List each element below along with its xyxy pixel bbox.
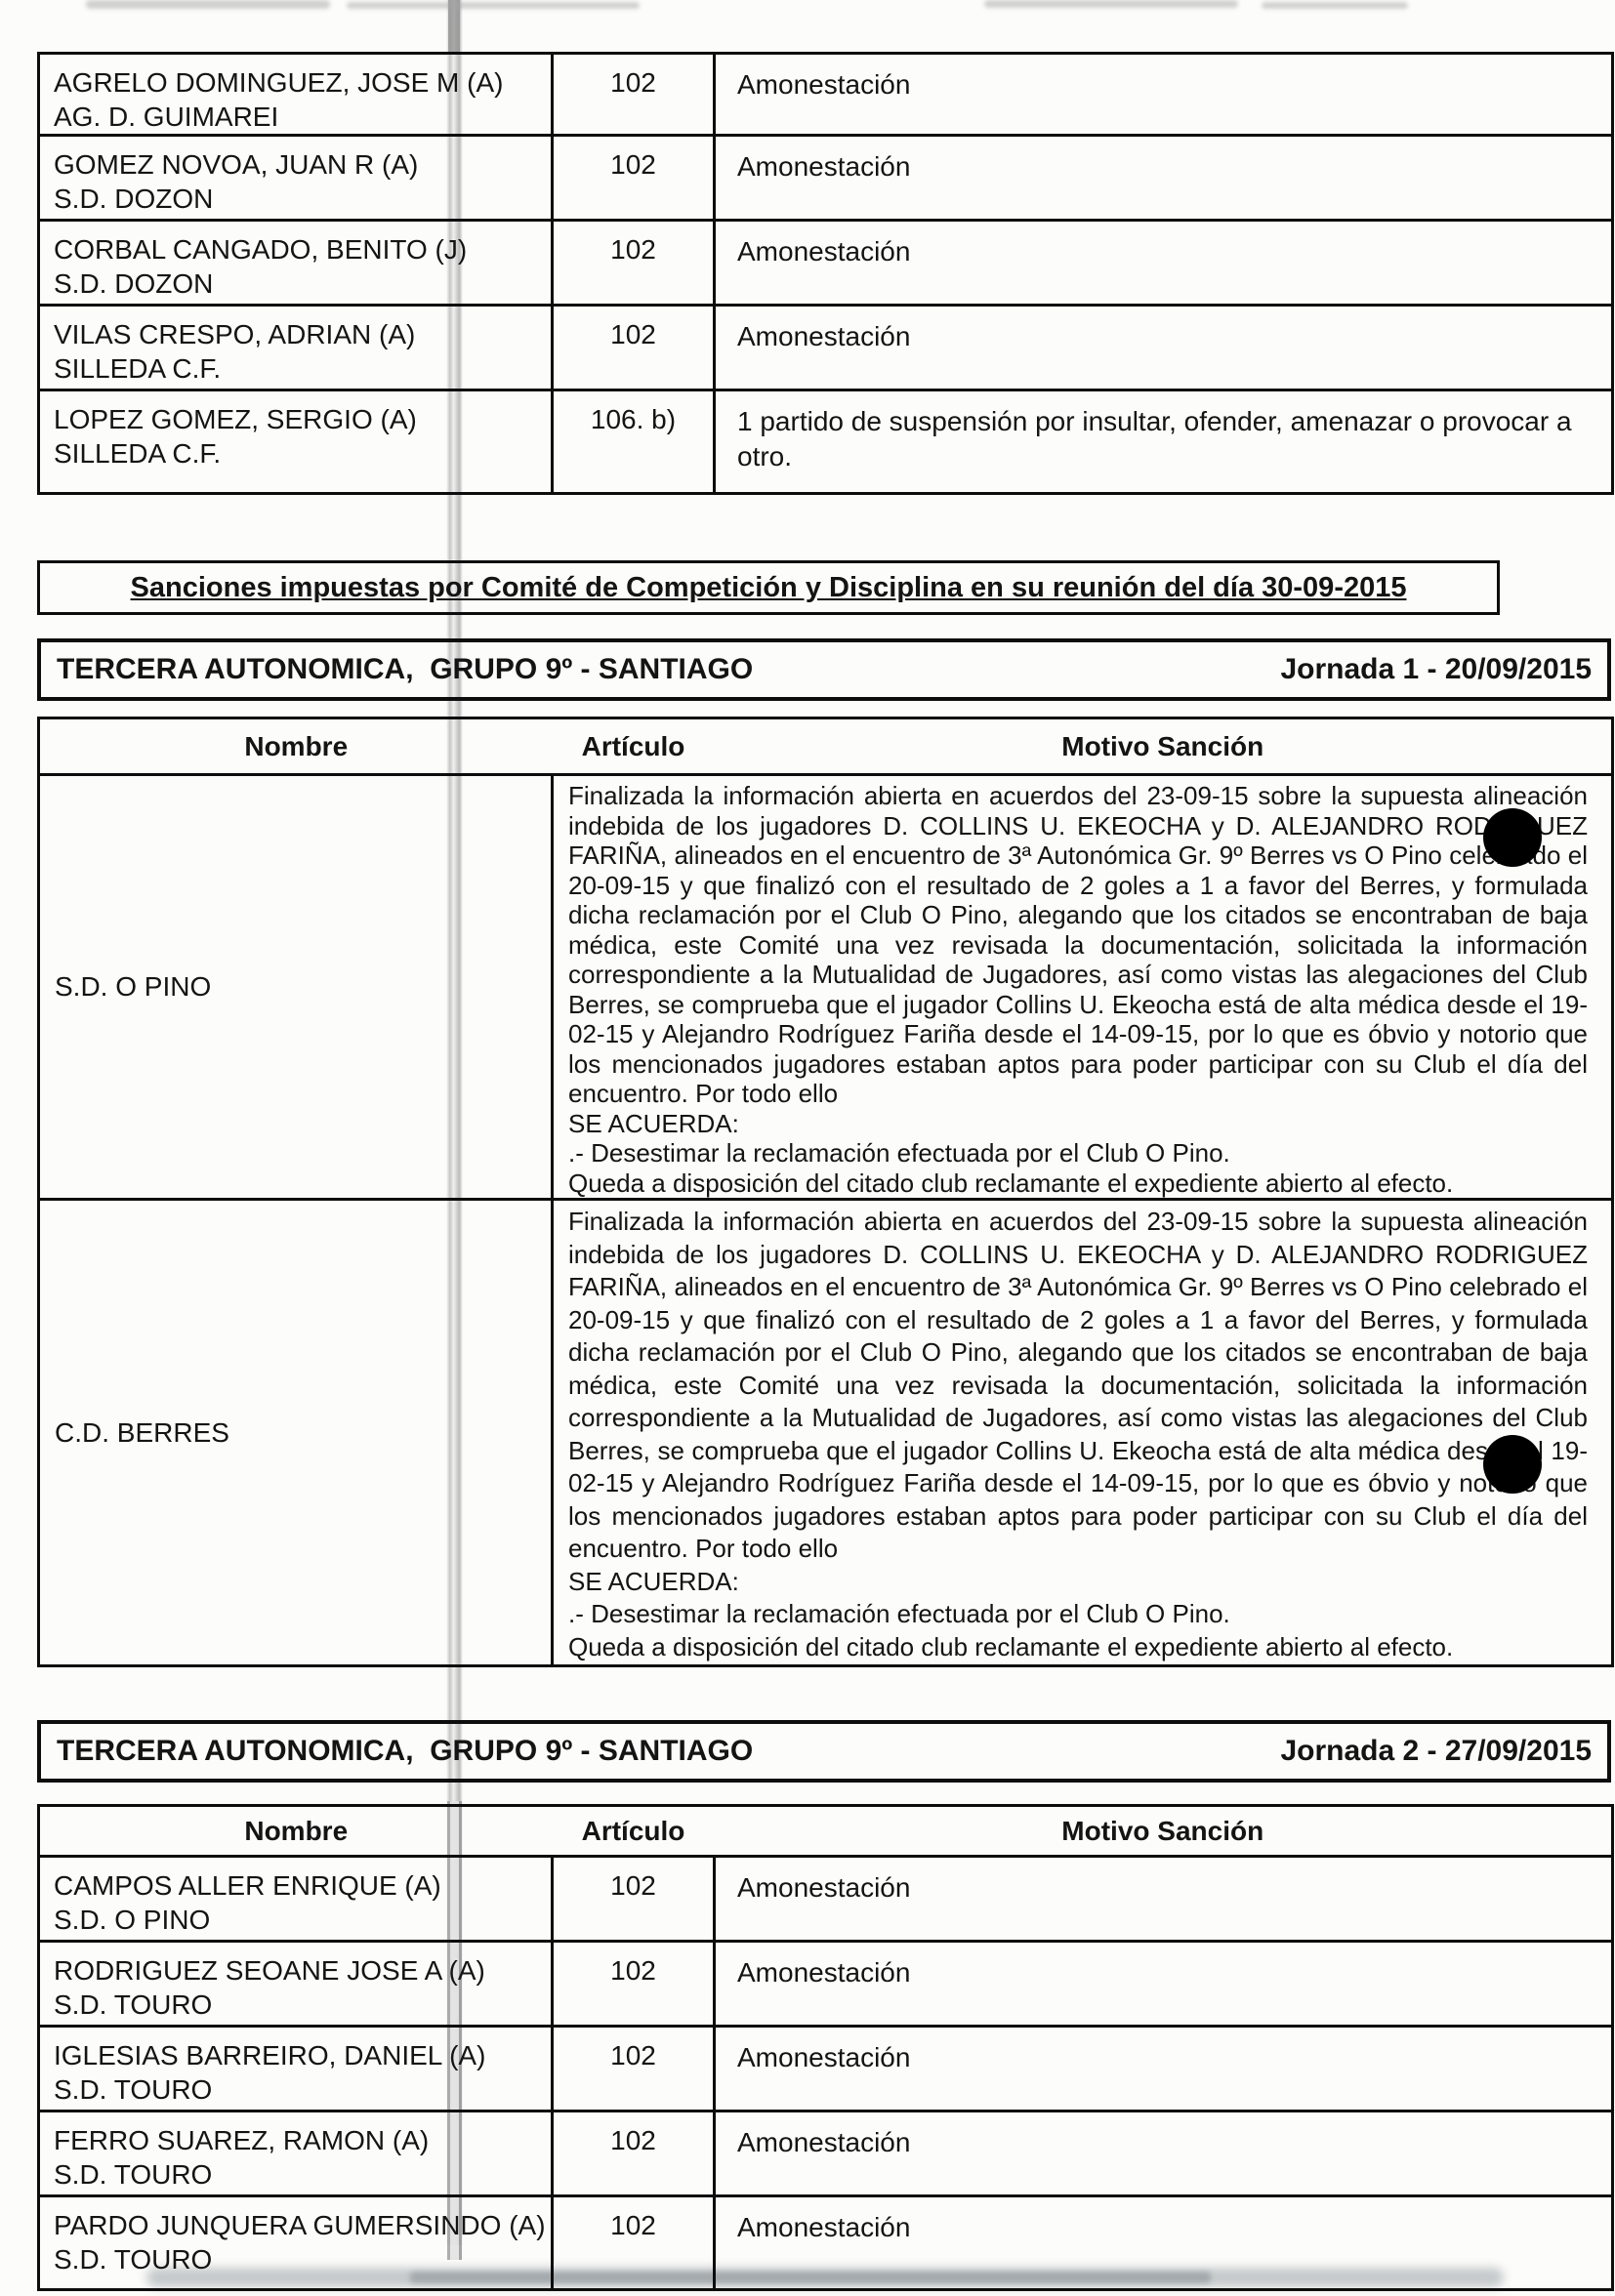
player-club: AG. D. GUIMAREI xyxy=(54,102,279,132)
motivo-value: 1 partido de suspensión por insultar, of… xyxy=(713,389,1614,495)
competition-title: TERCERA AUTONOMICA, GRUPO 9º - SANTIAGO xyxy=(57,1735,754,1767)
articulo-value: 106. b) xyxy=(551,389,716,495)
articulo-value: 102 xyxy=(551,219,716,307)
jornada-label: Jornada 1 - 20/09/2015 xyxy=(1280,653,1592,685)
sanctions-banner: Sanciones impuestas por Comité de Compet… xyxy=(37,560,1500,615)
motivo-value: Amonestación xyxy=(713,219,1614,307)
table-row: C.D. BERRES Finalizada la información ab… xyxy=(37,1198,1614,1667)
jornada2-table: Nombre Artículo Motivo Sanción CAMPOS AL… xyxy=(37,1804,1614,2291)
table-header-row: Nombre Artículo Motivo Sanción xyxy=(38,717,1613,776)
table-row: CORBAL CANGADO, BENITO (J) S.D. DOZON 10… xyxy=(37,219,1614,307)
section-header-jornada1: TERCERA AUTONOMICA, GRUPO 9º - SANTIAGO … xyxy=(37,638,1611,701)
scan-smudge-top xyxy=(347,2,640,9)
player-name: LOPEZ GOMEZ, SERGIO (A) xyxy=(54,404,417,434)
scan-smudge-top xyxy=(1262,2,1408,9)
motivo-value: Amonestación xyxy=(713,2025,1614,2112)
jornada-label: Jornada 2 - 27/09/2015 xyxy=(1280,1735,1592,1767)
table-row: RODRIGUEZ SEOANE JOSE A (A) S.D. TOURO 1… xyxy=(37,1940,1614,2028)
column-header-nombre: Nombre xyxy=(38,717,553,776)
player-club: S.D. TOURO xyxy=(54,2244,213,2275)
sanction-paragraph: Finalizada la información abierta en acu… xyxy=(568,1207,1588,1661)
table-row: FERRO SUAREZ, RAMON (A) S.D. TOURO 102 A… xyxy=(37,2110,1614,2197)
motivo-value: Amonestación xyxy=(713,2194,1614,2291)
redaction-dot xyxy=(1483,1435,1542,1494)
articulo-value: 102 xyxy=(551,52,716,137)
scan-smudge-top xyxy=(86,0,330,9)
player-name: RODRIGUEZ SEOANE JOSE A (A) xyxy=(54,1955,485,1986)
column-header-articulo: Artículo xyxy=(552,717,715,776)
player-name: CAMPOS ALLER ENRIQUE (A) xyxy=(54,1870,441,1901)
articulo-value: 102 xyxy=(551,2025,716,2112)
player-club: S.D. TOURO xyxy=(54,1989,213,2020)
column-header-motivo: Motivo Sanción xyxy=(714,1804,1613,1858)
player-club: S.D. TOURO xyxy=(54,2159,213,2190)
table-row: AGRELO DOMINGUEZ, JOSE M (A) AG. D. GUIM… xyxy=(37,52,1614,137)
table-header-row: Nombre Artículo Motivo Sanción xyxy=(38,1804,1613,1858)
player-name: GOMEZ NOVOA, JUAN R (A) xyxy=(54,149,419,180)
player-club: S.D. O PINO xyxy=(54,1905,211,1935)
table-row: LOPEZ GOMEZ, SERGIO (A) SILLEDA C.F. 106… xyxy=(37,389,1614,495)
table-row: VILAS CRESPO, ADRIAN (A) SILLEDA C.F. 10… xyxy=(37,304,1614,391)
articulo-value: 102 xyxy=(551,134,716,222)
scan-fold-line-top xyxy=(448,0,460,55)
previous-sanctions-table: AGRELO DOMINGUEZ, JOSE M (A) AG. D. GUIM… xyxy=(37,52,1614,495)
column-header-articulo: Artículo xyxy=(552,1804,715,1858)
player-club: SILLEDA C.F. xyxy=(54,438,222,469)
section-header-jornada2: TERCERA AUTONOMICA, GRUPO 9º - SANTIAGO … xyxy=(37,1720,1611,1783)
competition-title: TERCERA AUTONOMICA, GRUPO 9º - SANTIAGO xyxy=(57,653,754,685)
table-row: GOMEZ NOVOA, JUAN R (A) S.D. DOZON 102 A… xyxy=(37,134,1614,222)
articulo-value: 102 xyxy=(551,2110,716,2197)
table-row: PARDO JUNQUERA GUMERSINDO (A) S.D. TOURO… xyxy=(37,2194,1614,2291)
motivo-value: Amonestación xyxy=(713,304,1614,391)
player-club: SILLEDA C.F. xyxy=(54,353,222,384)
motivo-value: Amonestación xyxy=(713,1940,1614,2028)
jornada1-table: Nombre Artículo Motivo Sanción S.D. O PI… xyxy=(37,717,1614,1667)
player-name: PARDO JUNQUERA GUMERSINDO (A) xyxy=(54,2210,546,2240)
player-club: S.D. DOZON xyxy=(54,268,214,299)
table-row: S.D. O PINO Finalizada la información ab… xyxy=(37,773,1614,1201)
sanction-paragraph: Finalizada la información abierta en acu… xyxy=(568,781,1588,1198)
articulo-value: 102 xyxy=(551,1940,716,2028)
motivo-value: Amonestación xyxy=(713,134,1614,222)
player-name: AGRELO DOMINGUEZ, JOSE M (A) xyxy=(54,67,504,98)
articulo-value: 102 xyxy=(551,1855,716,1943)
column-header-nombre: Nombre xyxy=(38,1804,553,1858)
motivo-value: Amonestación xyxy=(713,1855,1614,1943)
player-club: S.D. DOZON xyxy=(54,184,214,214)
table-row: IGLESIAS BARREIRO, DANIEL (A) S.D. TOURO… xyxy=(37,2025,1614,2112)
player-name: IGLESIAS BARREIRO, DANIEL (A) xyxy=(54,2040,486,2070)
table-row: CAMPOS ALLER ENRIQUE (A) S.D. O PINO 102… xyxy=(37,1855,1614,1943)
club-name: C.D. BERRES xyxy=(37,1198,554,1667)
motivo-value: Amonestación xyxy=(713,2110,1614,2197)
articulo-value: 102 xyxy=(551,2194,716,2291)
column-header-motivo: Motivo Sanción xyxy=(714,717,1613,776)
scan-smudge-top xyxy=(984,0,1238,8)
player-name: FERRO SUAREZ, RAMON (A) xyxy=(54,2125,430,2155)
redaction-dot xyxy=(1483,808,1542,867)
motivo-value: Amonestación xyxy=(713,52,1614,137)
club-name: S.D. O PINO xyxy=(37,773,554,1201)
player-name: CORBAL CANGADO, BENITO (J) xyxy=(54,234,468,265)
articulo-value: 102 xyxy=(551,304,716,391)
sanctions-banner-title: Sanciones impuestas por Comité de Compet… xyxy=(130,571,1407,603)
player-club: S.D. TOURO xyxy=(54,2074,213,2105)
player-name: VILAS CRESPO, ADRIAN (A) xyxy=(54,319,416,349)
